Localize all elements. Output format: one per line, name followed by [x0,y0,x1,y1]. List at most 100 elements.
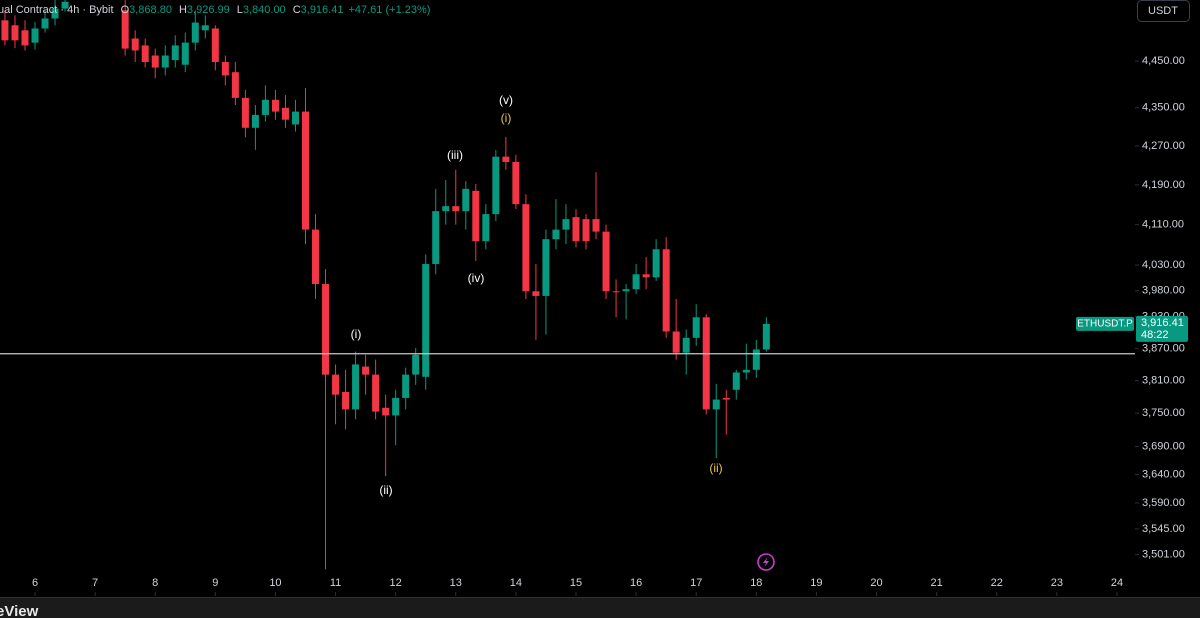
candle-body [702,317,710,410]
candle [562,204,570,245]
countdown-label: 48:22 [1141,329,1169,341]
candle [342,369,350,430]
ohlc-key: O [121,4,130,16]
candle-body [712,399,720,410]
candle [422,254,430,390]
y-tick-label: 3,810.00 [1142,374,1185,386]
candle [502,136,510,170]
x-tick-label: 13 [450,577,462,589]
candle-body [592,219,600,232]
candle [492,149,500,222]
candle-body [522,204,530,292]
candle-body [61,1,69,9]
wave-label: (ii) [709,461,722,475]
candle-body [161,55,169,68]
candle-body [301,111,309,230]
candle-body [472,190,480,242]
ohlc-key: C [293,4,301,16]
ohlc-key: H [179,4,187,16]
candle [61,0,69,12]
y-tick-label: 3,545.00 [1142,523,1185,535]
wave-label: (ii) [379,483,392,497]
candle [261,85,269,122]
x-tick-label: 20 [870,577,882,589]
candle-body [732,372,740,390]
candle-body [372,374,380,412]
candle [712,383,720,459]
candle [141,38,149,68]
currency-button[interactable] [1137,0,1190,22]
candle-body [492,156,500,215]
y-tick-label: 4,450.00 [1142,55,1185,67]
header: ual Contract · 4h · Bybit O3,868.80 H3,926… [0,4,430,16]
candle-body [752,349,760,370]
candle-body [21,30,29,46]
candle-body [512,161,520,205]
candle [552,199,560,250]
candle-body [622,289,630,292]
candle [692,304,700,346]
candle [632,264,640,294]
candle [702,314,710,415]
wave-label: (i) [351,327,362,341]
candle [251,104,259,150]
header-title: ual Contract · 4h · Bybit [0,4,114,16]
candle-body [642,274,650,278]
x-tick-label: 18 [750,577,762,589]
candle [131,30,139,62]
x-tick-label: 7 [92,577,98,589]
candle [652,239,660,281]
x-tick-label: 11 [330,577,341,589]
candle-body [442,206,450,212]
ohlc-value: 3,926.99 [187,4,230,16]
x-tick-label: 19 [810,577,822,589]
candle-body [502,156,510,162]
x-tick-label: 23 [1051,577,1063,589]
currency-label[interactable]: USDT [1148,5,1178,17]
candle-body [241,97,249,128]
candle [732,369,740,400]
candle [352,351,360,420]
x-tick-label: 12 [390,577,402,589]
wave-label: (iii) [447,148,463,162]
candle [762,317,770,352]
candle-body [582,219,590,242]
candle [452,169,460,225]
candle [532,264,540,340]
candle [402,367,410,410]
candle-body [352,364,360,410]
candle-body [682,337,690,353]
candle-body [51,8,59,19]
candle [622,284,630,320]
y-tick-label: 3,640.00 [1142,468,1185,480]
candle [642,256,650,290]
candle [432,188,440,275]
x-tick-label: 14 [510,577,522,589]
plot-area [1,0,770,570]
candle [271,89,279,120]
candle-body [231,72,239,98]
x-tick-label: 10 [269,577,281,589]
candle [592,172,600,240]
candle-body [572,217,580,242]
y-tick-label: 3,590.00 [1142,497,1185,509]
candle-body [221,61,229,76]
candle-body [612,291,620,293]
ohlc-key: L [237,4,243,16]
y-tick-label: 4,190.00 [1142,179,1185,191]
x-tick-label: 24 [1111,577,1123,589]
candle [572,209,580,248]
lightning-icon[interactable] [757,553,775,571]
candle-body [392,397,400,416]
candle-body [532,291,540,296]
candle-body [602,231,610,292]
candle-body [171,45,179,61]
y-tick-label: 4,110.00 [1142,219,1184,231]
candle-body [542,239,550,296]
candle-body [41,18,49,29]
y-tick-label: 4,270.00 [1142,140,1185,152]
candle [241,89,249,138]
candle [31,22,39,50]
